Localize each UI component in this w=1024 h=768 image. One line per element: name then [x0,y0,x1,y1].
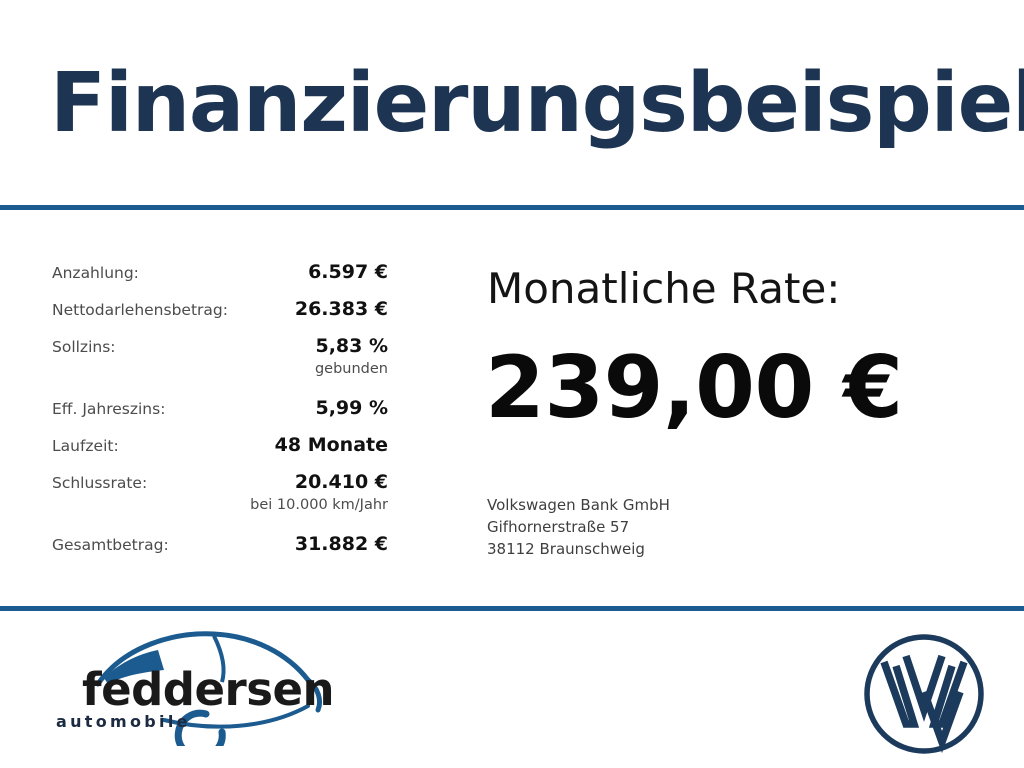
monthly-rate-amount: 239,00 € [485,338,903,438]
bank-city: 38112 Braunschweig [487,540,645,558]
car-silhouette-icon [95,631,323,746]
divider-bottom [0,606,1024,611]
row-label: Schlussrate: [52,474,148,492]
page-title: Finanzierungsbeispiel [50,56,1024,151]
dealer-logo: feddersen automobile [46,628,346,746]
table-row: Eff. Jahreszins: 5,99 % [52,397,388,435]
dealer-logo-tagline: automobile [56,712,191,731]
table-row: Nettodarlehensbetrag: 26.383 € [52,298,388,336]
bank-street: Gifhornerstraße 57 [487,518,630,536]
table-row: Gesamtbetrag: 31.882 € [52,533,388,571]
row-value: 5,99 % [315,397,388,419]
row-label: Laufzeit: [52,437,119,455]
volkswagen-logo-icon [864,634,984,754]
row-label: Nettodarlehensbetrag: [52,301,228,319]
volkswagen-logo [862,632,986,756]
row-label: Gesamtbetrag: [52,536,169,554]
row-subtext: gebunden [314,361,388,377]
monthly-rate-label: Monatliche Rate: [487,264,841,313]
row-value: 20.410 € [294,471,388,493]
finance-table: Anzahlung: 6.597 € Nettodarlehensbetrag:… [52,261,388,571]
dealer-logo-name: feddersen [82,663,335,716]
row-subtext: bei 10.000 km/Jahr [250,497,388,513]
table-row: Anzahlung: 6.597 € [52,261,388,299]
bank-address: Volkswagen Bank GmbH Gifhornerstraße 57 … [487,494,670,560]
table-row: Laufzeit: 48 Monate [52,434,388,472]
row-value: 6.597 € [308,261,388,283]
table-row: Sollzins: 5,83 % gebunden [52,335,388,398]
row-label: Anzahlung: [52,264,139,282]
row-value: 26.383 € [294,298,388,320]
bank-name: Volkswagen Bank GmbH [487,496,670,514]
row-value: 31.882 € [294,533,388,555]
divider-top [0,205,1024,210]
row-label: Sollzins: [52,338,116,356]
row-value: 48 Monate [274,434,388,456]
row-label: Eff. Jahreszins: [52,400,166,418]
row-value: 5,83 % [315,335,388,357]
table-row: Schlussrate: 20.410 € bei 10.000 km/Jahr [52,471,388,534]
